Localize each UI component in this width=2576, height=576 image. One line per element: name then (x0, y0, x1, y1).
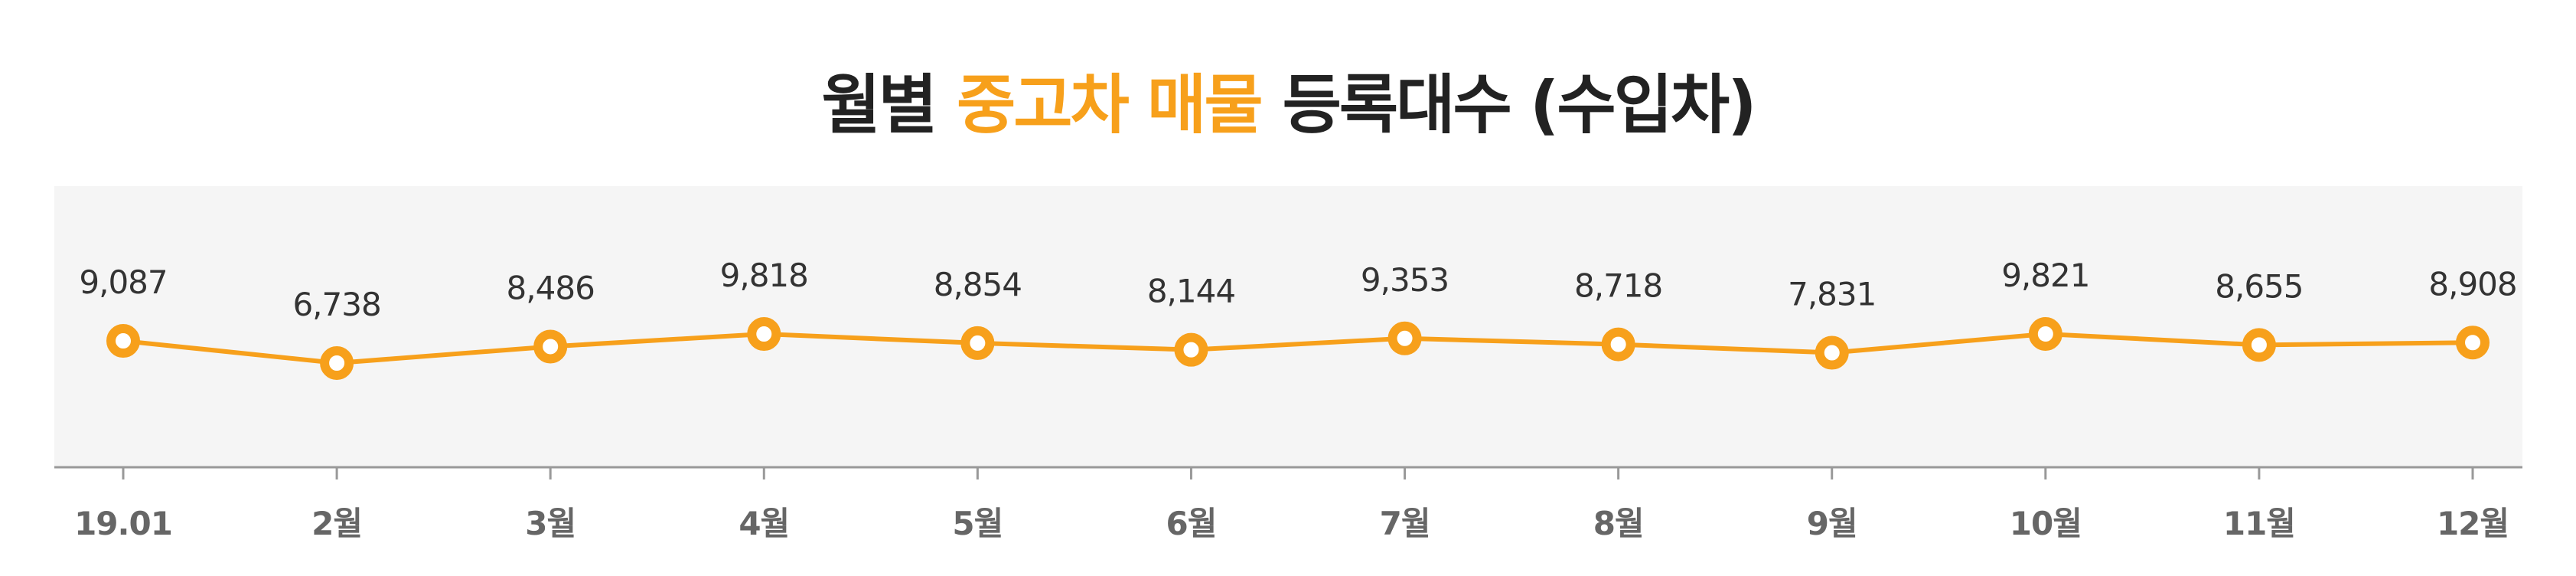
point (747, 317, 781, 352)
value-label: 8,908 (2428, 265, 2516, 303)
point (1387, 321, 1422, 355)
x-tick-label: 2월 (311, 505, 362, 542)
x-tick-label: 11월 (2223, 505, 2295, 542)
point (2242, 328, 2276, 362)
point (960, 326, 995, 360)
point (106, 324, 140, 358)
point (2456, 326, 2490, 360)
x-tick-label: 10월 (2010, 505, 2082, 542)
value-label: 8,718 (1574, 267, 1662, 305)
value-label: 6,738 (292, 286, 380, 323)
x-tick-label: 4월 (739, 505, 789, 542)
plot-background (54, 186, 2522, 467)
value-label: 9,821 (2001, 257, 2089, 294)
value-label: 8,655 (2215, 267, 2303, 305)
title-part: 월별 (821, 67, 937, 142)
point (2028, 317, 2062, 351)
line (122, 331, 2473, 366)
x-tick-label: 19.01 (74, 505, 172, 542)
x-tick-label: 7월 (1380, 505, 1430, 542)
point (1174, 332, 1208, 367)
x-tick-label: 8월 (1593, 505, 1644, 542)
x-tick-label: 5월 (952, 505, 1003, 542)
point (533, 329, 568, 364)
x-tick-label: 6월 (1166, 505, 1217, 542)
x-tick-label: 12월 (2437, 505, 2509, 542)
value-label: 9,353 (1361, 261, 1449, 299)
point (1601, 327, 1635, 362)
title-part: 등록대수 (수입차) (1282, 67, 1757, 142)
title-highlight: 중고차 매물 (956, 67, 1264, 142)
x-tick-label: 9월 (1807, 505, 1857, 542)
point (1815, 335, 1849, 370)
value-label: 8,854 (934, 266, 1022, 303)
point (320, 346, 354, 380)
chart-title: 월별 중고차 매물 등록대수 (수입차) (0, 54, 2576, 146)
value-label: 8,144 (1147, 273, 1235, 310)
value-label: 8,486 (507, 269, 595, 306)
value-label: 7,831 (1788, 276, 1876, 313)
value-label: 9,818 (720, 257, 808, 294)
value-label: 9,087 (79, 263, 167, 301)
x-tick-label: 3월 (525, 505, 576, 542)
